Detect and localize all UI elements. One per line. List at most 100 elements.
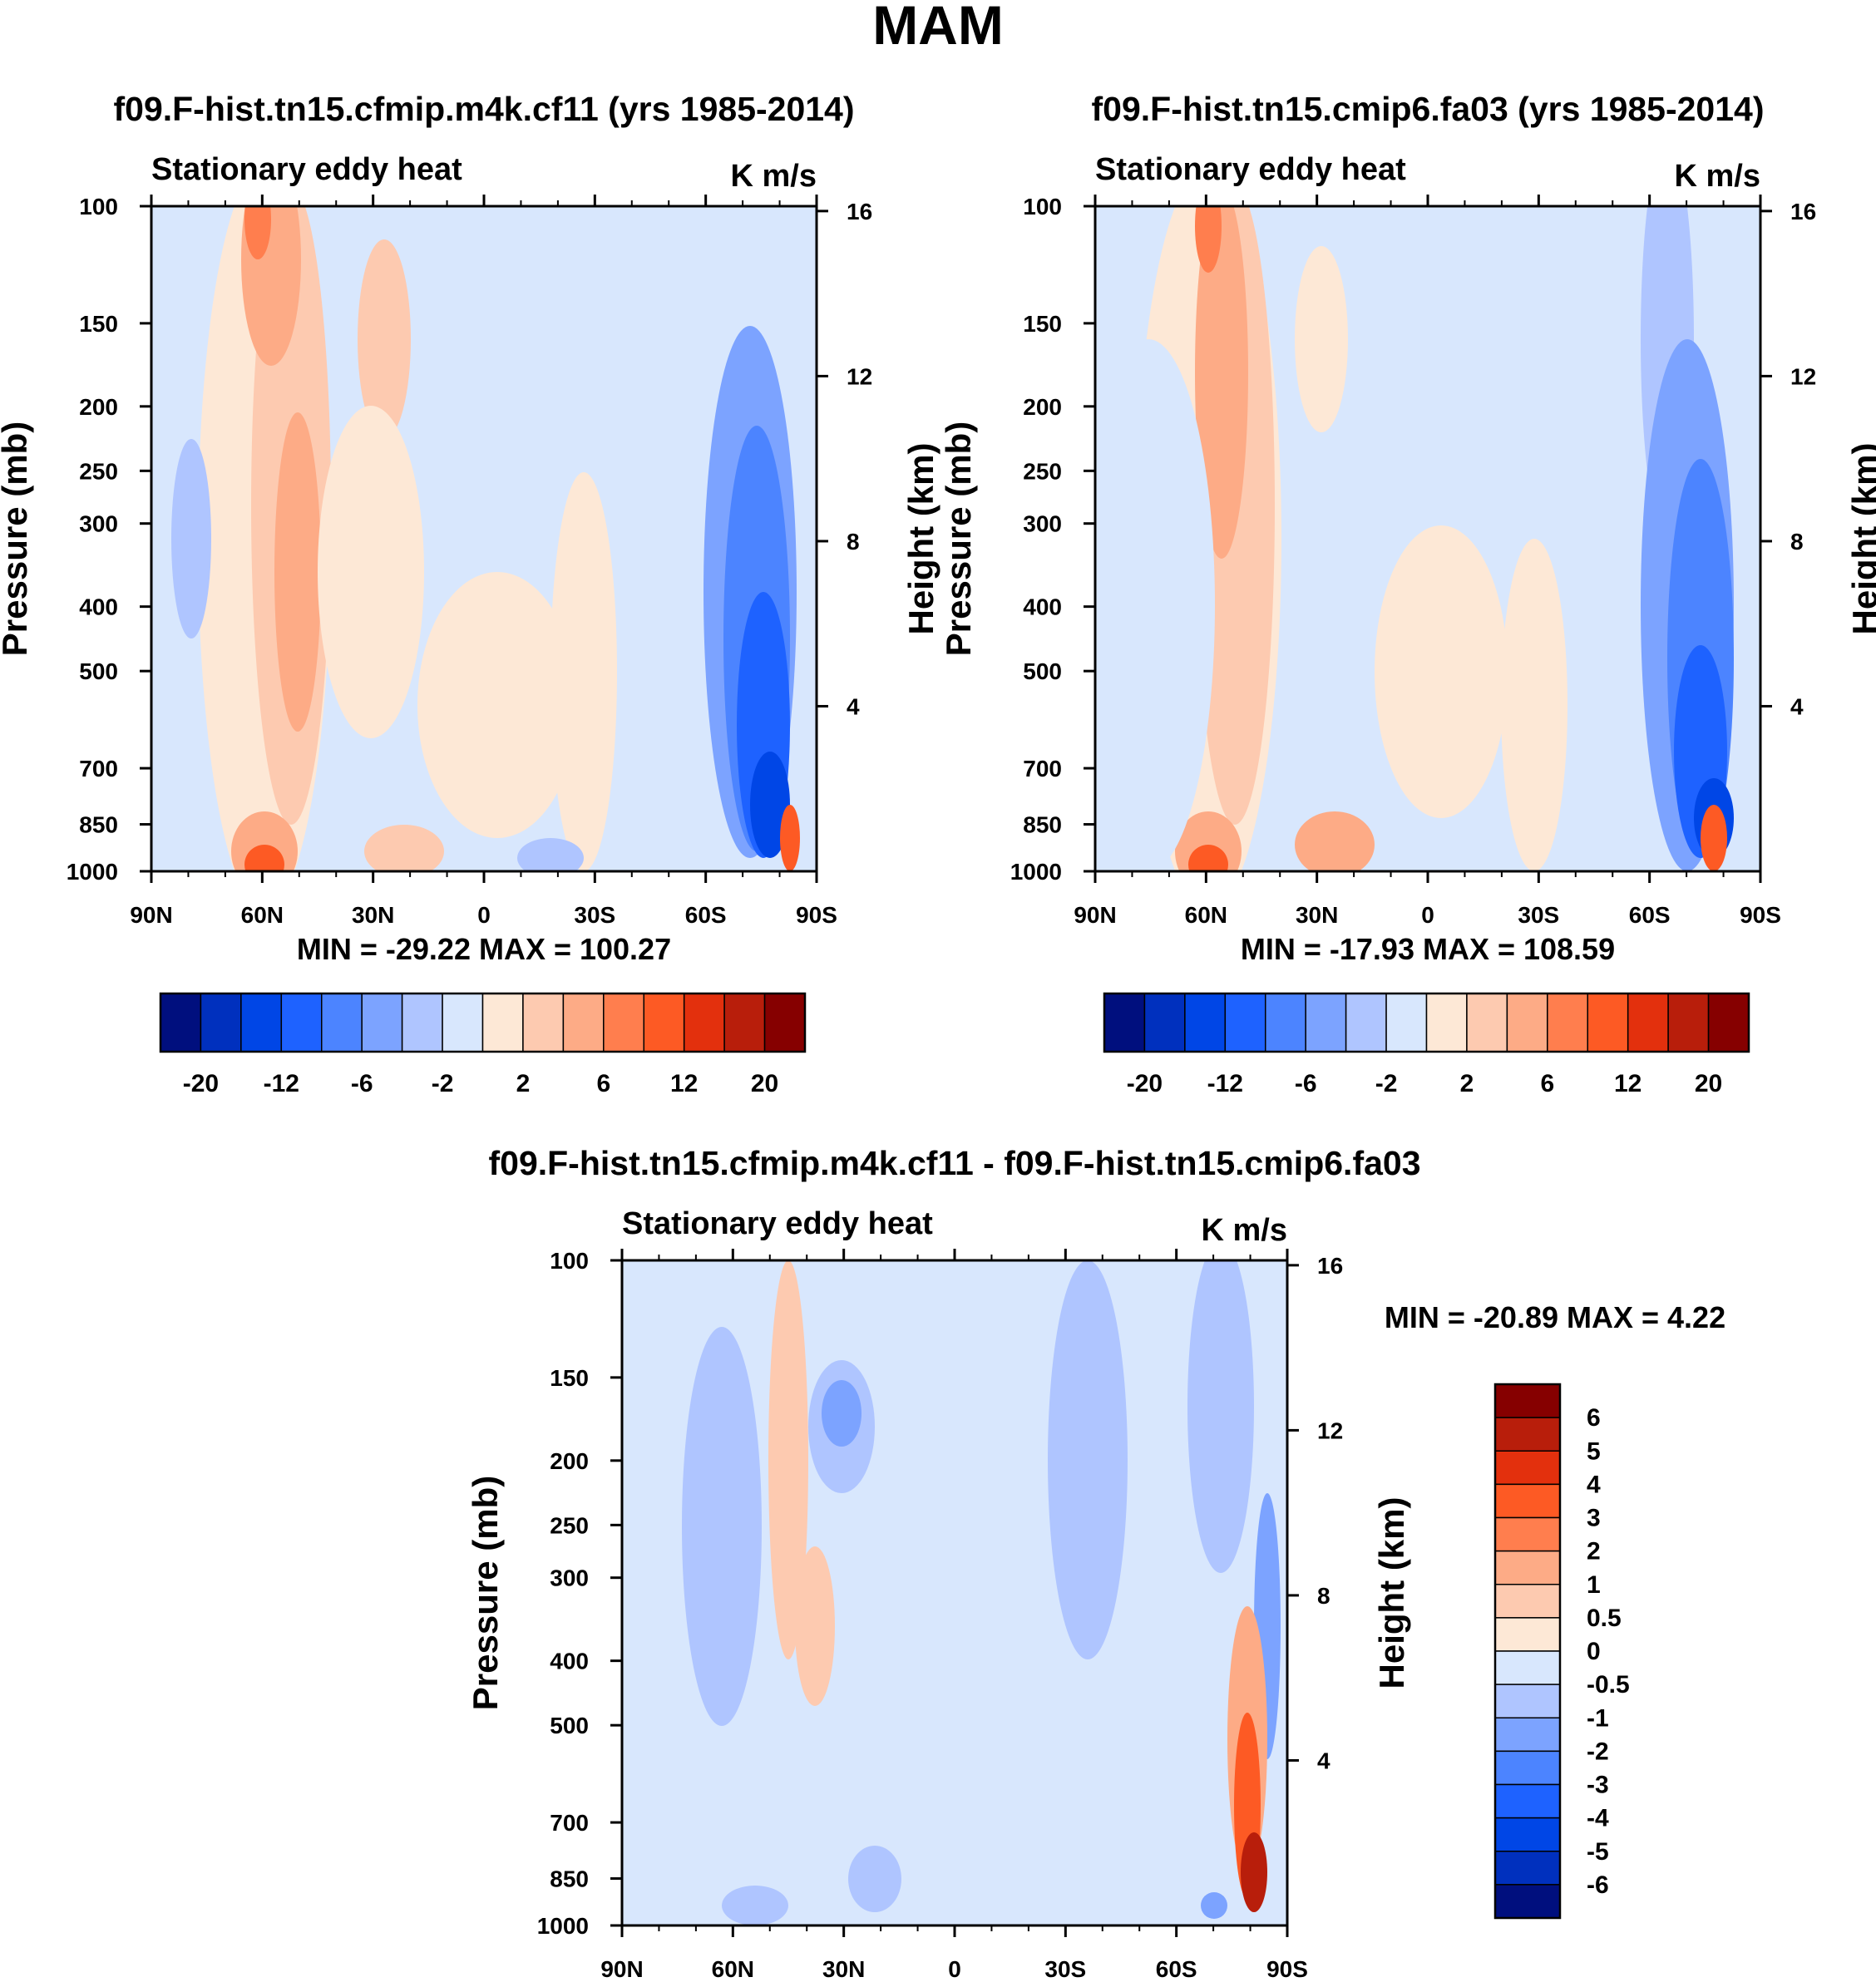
x-tick-label: 90N [1074,902,1116,928]
plot-frame [150,205,818,873]
contour-blob [822,1380,861,1447]
colorbar-swatch [321,993,363,1053]
y-tick-label: 700 [550,1810,589,1836]
y-tick-label: 250 [1023,458,1062,484]
contour-blob [1295,246,1348,432]
units-label: K m/s [731,159,817,194]
contour-field [622,1260,1287,1925]
contour-blob [251,206,331,825]
y-tick-label: 500 [79,658,118,684]
colorbar-swatch [240,993,283,1053]
contour-blob [358,239,411,439]
colorbar-swatch [1494,1550,1561,1585]
x-tick-label: 90N [600,1956,643,1982]
colorbar-swatch [1494,1783,1561,1819]
colorbar-swatch [481,993,524,1053]
y2-tick-label: 12 [847,363,872,389]
contour-blob [808,1360,875,1493]
colorbar-swatch [723,993,766,1053]
y2-axis-label: Height (km) [901,443,940,635]
y-axis-label: Pressure (mb) [939,422,978,656]
contour-blob [722,1886,788,1925]
contour-blob [1227,1606,1267,1872]
colorbar-swatch [1667,993,1710,1053]
y2-tick-label: 8 [1317,1583,1330,1609]
contour-field [1095,206,1760,871]
y-tick-label: 100 [1023,194,1062,219]
x-tick-label: 0 [1421,902,1434,928]
x-tick-label: 60S [1629,902,1671,928]
contour-blob [1095,339,1215,871]
colorbar-swatch [1494,1851,1561,1886]
colorbar-swatch [1385,993,1428,1053]
y2-tick-label: 12 [1790,363,1816,389]
y2-tick-label: 4 [1790,693,1804,719]
colorbar-label: 3 [1587,1505,1601,1532]
contour-blob [1295,811,1375,871]
y-tick-label: 850 [79,812,118,838]
x-tick-label: 30N [822,1956,865,1982]
colorbar-label: 5 [1587,1437,1601,1465]
colorbar-swatch [1494,1483,1561,1519]
colorbar-label: 4 [1587,1471,1601,1498]
y-tick-label: 1000 [1010,859,1062,885]
y-tick-label: 1000 [537,1913,589,1939]
y2-axis-label: Height (km) [1845,443,1876,635]
colorbar-label: 12 [670,1070,698,1097]
colorbar-swatch [1627,993,1669,1053]
chart-panel-1: f09.F-hist.tn15.cmip6.fa03 (yrs 1985-201… [939,90,1876,1097]
y2-tick-label: 4 [847,693,860,719]
contour-blob [517,838,584,871]
y2-tick-label: 12 [1317,1417,1343,1443]
x-tick-label: 30N [1296,902,1338,928]
contour-blob [231,811,298,871]
contour-blob [1108,452,1162,692]
x-tick-label: 30S [1518,902,1559,928]
colorbar-swatch [1494,1817,1561,1852]
colorbar-swatch [1494,1750,1561,1786]
colorbar-swatch [1494,1717,1561,1753]
colorbar-swatch [1506,993,1548,1053]
colorbar-label: -1 [1587,1704,1609,1732]
colorbar-swatch [1305,993,1347,1053]
colorbar-swatch [643,993,685,1053]
x-tick-label: 30S [574,902,615,928]
contour-blob [848,1846,901,1912]
colorbar-swatch [1587,993,1629,1053]
y-tick-label: 300 [550,1565,589,1591]
colorbar-swatch [1494,1383,1561,1418]
y-tick-label: 700 [79,756,118,781]
figure-title: MAM [872,0,1004,56]
contour-blob [1201,1892,1227,1919]
contour-blob [704,326,797,858]
contour-background [1095,206,1760,871]
colorbar-swatch [401,993,443,1053]
y-tick-label: 400 [1023,594,1062,620]
contour-blob [750,752,790,858]
y2-tick-label: 16 [847,199,872,224]
colorbar-swatch [1494,1684,1561,1718]
colorbar-swatch [1494,1417,1561,1452]
x-tick-label: 90S [1740,902,1781,928]
contour-blob [1187,1260,1254,1573]
contour-background [622,1260,1287,1925]
colorbar-frame [1493,1383,1562,1920]
min-max-stats: MIN = -17.93 MAX = 108.59 [1241,932,1615,966]
colorbar-label: 0 [1587,1638,1601,1665]
colorbar-label: 20 [751,1070,778,1097]
colorbar-swatch [1184,993,1227,1053]
contour-blob [780,805,800,871]
x-tick-label: 90S [1266,1956,1308,1982]
colorbar-label: -12 [1207,1070,1243,1097]
contour-blob [1667,459,1734,858]
contour-blob [417,572,577,838]
colorbar-swatch [1494,1884,1561,1919]
contour-blob [1175,811,1242,871]
y-tick-label: 850 [1023,812,1062,838]
colorbar-swatch [361,993,403,1053]
colorbar-swatch [1425,993,1468,1053]
y-tick-label: 150 [1023,311,1062,337]
x-tick-label: 30N [352,902,394,928]
contour-blob [171,439,211,638]
left-subtitle: Stationary eddy heat [622,1206,933,1241]
